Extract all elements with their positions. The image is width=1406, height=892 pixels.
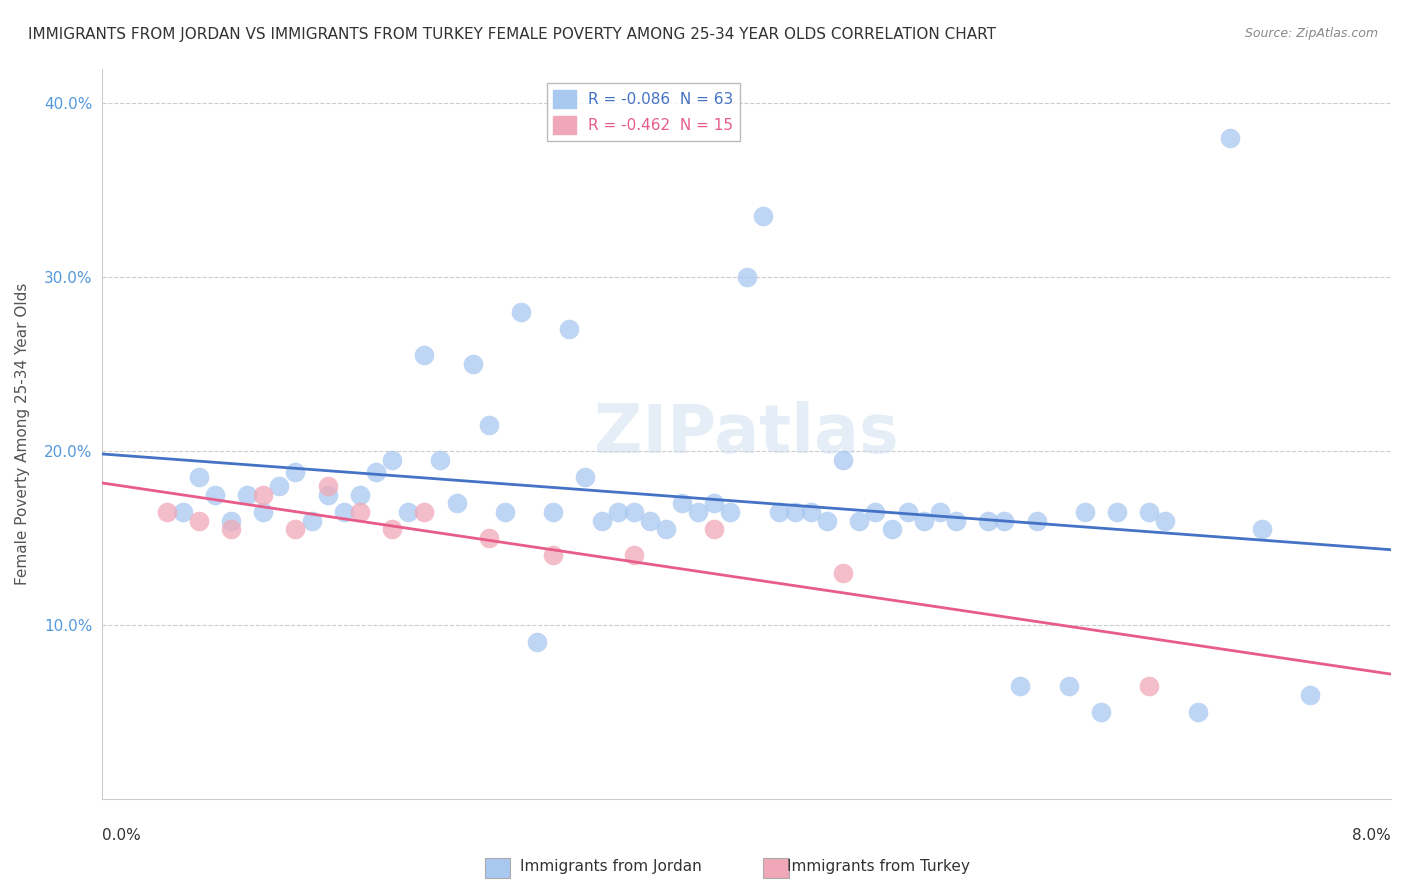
- Point: [671, 496, 693, 510]
- Point: [316, 487, 339, 501]
- Point: [591, 514, 613, 528]
- Point: [703, 522, 725, 536]
- Point: [236, 487, 259, 501]
- Point: [446, 496, 468, 510]
- Point: [832, 566, 855, 580]
- Point: [316, 479, 339, 493]
- Point: [1074, 505, 1097, 519]
- Point: [1025, 514, 1047, 528]
- Point: [880, 522, 903, 536]
- Point: [1299, 688, 1322, 702]
- Point: [381, 522, 404, 536]
- Point: [187, 470, 209, 484]
- Point: [269, 479, 291, 493]
- Point: [848, 514, 870, 528]
- Point: [1137, 679, 1160, 693]
- Point: [768, 505, 790, 519]
- Point: [945, 514, 967, 528]
- Point: [478, 417, 501, 432]
- Point: [252, 487, 274, 501]
- Point: [1090, 705, 1112, 719]
- Point: [623, 505, 645, 519]
- Point: [800, 505, 823, 519]
- Point: [1107, 505, 1129, 519]
- Text: ZIPatlas: ZIPatlas: [595, 401, 898, 467]
- Point: [1154, 514, 1177, 528]
- Point: [1137, 505, 1160, 519]
- Point: [1010, 679, 1032, 693]
- Text: 8.0%: 8.0%: [1353, 828, 1391, 843]
- Point: [638, 514, 661, 528]
- Point: [333, 505, 356, 519]
- Point: [977, 514, 1000, 528]
- Point: [478, 531, 501, 545]
- Point: [655, 522, 678, 536]
- Text: Source: ZipAtlas.com: Source: ZipAtlas.com: [1244, 27, 1378, 40]
- Point: [1251, 522, 1274, 536]
- Point: [623, 549, 645, 563]
- Point: [301, 514, 323, 528]
- Point: [413, 348, 436, 362]
- Text: 0.0%: 0.0%: [103, 828, 141, 843]
- Point: [574, 470, 596, 484]
- Y-axis label: Female Poverty Among 25-34 Year Olds: Female Poverty Among 25-34 Year Olds: [15, 283, 30, 585]
- Point: [219, 514, 242, 528]
- Point: [413, 505, 436, 519]
- Point: [461, 357, 484, 371]
- Point: [284, 465, 307, 479]
- Point: [897, 505, 920, 519]
- Point: [204, 487, 226, 501]
- Point: [928, 505, 950, 519]
- Point: [349, 505, 371, 519]
- Text: Immigrants from Jordan: Immigrants from Jordan: [520, 859, 702, 874]
- Point: [735, 270, 758, 285]
- Point: [349, 487, 371, 501]
- Point: [865, 505, 887, 519]
- Point: [510, 305, 533, 319]
- Point: [494, 505, 516, 519]
- Point: [219, 522, 242, 536]
- Point: [832, 452, 855, 467]
- Point: [541, 549, 564, 563]
- Point: [993, 514, 1015, 528]
- Point: [429, 452, 451, 467]
- Point: [606, 505, 628, 519]
- Point: [783, 505, 806, 519]
- Point: [155, 505, 177, 519]
- Point: [541, 505, 564, 519]
- Point: [1219, 131, 1241, 145]
- Point: [720, 505, 742, 519]
- Point: [703, 496, 725, 510]
- Point: [912, 514, 935, 528]
- Point: [187, 514, 209, 528]
- Point: [1057, 679, 1080, 693]
- Point: [688, 505, 710, 519]
- Point: [1187, 705, 1209, 719]
- Legend: R = -0.086  N = 63, R = -0.462  N = 15: R = -0.086 N = 63, R = -0.462 N = 15: [547, 84, 740, 141]
- Text: Immigrants from Turkey: Immigrants from Turkey: [787, 859, 970, 874]
- Point: [558, 322, 581, 336]
- Text: IMMIGRANTS FROM JORDAN VS IMMIGRANTS FROM TURKEY FEMALE POVERTY AMONG 25-34 YEAR: IMMIGRANTS FROM JORDAN VS IMMIGRANTS FRO…: [28, 27, 995, 42]
- Point: [526, 635, 548, 649]
- Point: [381, 452, 404, 467]
- Point: [751, 210, 773, 224]
- Point: [396, 505, 419, 519]
- Point: [815, 514, 838, 528]
- Point: [252, 505, 274, 519]
- Point: [172, 505, 194, 519]
- Point: [364, 465, 387, 479]
- Point: [284, 522, 307, 536]
